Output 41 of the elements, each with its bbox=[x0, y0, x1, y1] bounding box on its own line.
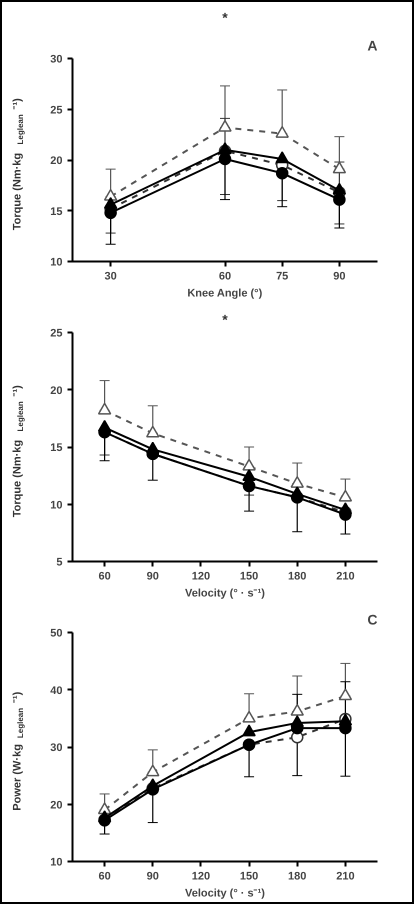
y-axis-title: Torque (Nm·kgLeglean⁻¹) bbox=[12, 98, 25, 230]
y-tick-label: 25 bbox=[50, 104, 63, 116]
x-tick-label: 90 bbox=[146, 870, 159, 882]
x-tick-label: 120 bbox=[192, 870, 210, 882]
text: * bbox=[222, 10, 228, 26]
x-axis-title: Velocity (° · s⁻¹) bbox=[185, 588, 266, 600]
chart-title: A bbox=[367, 38, 378, 54]
y-tick-label: 5 bbox=[56, 556, 63, 568]
y-tick-label: 15 bbox=[50, 206, 63, 218]
y-axis-title: Power (W·kgLeglean⁻¹) bbox=[12, 691, 25, 811]
x-tick-label: 30 bbox=[104, 270, 117, 282]
y-tick-label: 10 bbox=[50, 499, 63, 512]
y-tick-label: 50 bbox=[50, 628, 63, 640]
text: * bbox=[222, 312, 228, 328]
y-tick-label: 30 bbox=[50, 54, 63, 66]
x-tick-label: 75 bbox=[276, 270, 288, 282]
y-tick-label: 30 bbox=[50, 742, 63, 754]
y-tick-label: 15 bbox=[50, 442, 63, 454]
y-tick-label: 10 bbox=[50, 856, 63, 868]
y-tick-label: 10 bbox=[50, 256, 63, 268]
y-tick-label: 20 bbox=[50, 155, 63, 167]
y-tick-label: 25 bbox=[50, 328, 63, 340]
x-tick-label: 90 bbox=[146, 570, 159, 582]
x-tick-label: 180 bbox=[288, 570, 306, 582]
x-tick-label: 90 bbox=[333, 270, 346, 282]
y-tick-label: 40 bbox=[50, 684, 63, 697]
x-tick-label: 120 bbox=[192, 570, 210, 582]
x-tick-label: 180 bbox=[288, 870, 306, 882]
chart-title: C bbox=[367, 612, 378, 628]
x-tick-label: 210 bbox=[336, 870, 355, 882]
y-tick-label: 20 bbox=[50, 384, 63, 397]
x-tick-label: 60 bbox=[98, 570, 111, 582]
x-tick-label: 60 bbox=[218, 270, 232, 282]
x-tick-label: 150 bbox=[240, 870, 258, 882]
y-tick-label: 20 bbox=[50, 799, 63, 812]
x-tick-label: 150 bbox=[240, 570, 258, 582]
x-tick-label: 210 bbox=[336, 570, 355, 582]
y-axis-title: Torque (Nm·kgLeglean⁻¹) bbox=[12, 384, 25, 518]
x-axis-title: Knee Angle (°) bbox=[187, 288, 263, 300]
x-axis-title: Velocity (° · s⁻¹) bbox=[185, 888, 266, 900]
x-tick-label: 60 bbox=[98, 870, 111, 882]
